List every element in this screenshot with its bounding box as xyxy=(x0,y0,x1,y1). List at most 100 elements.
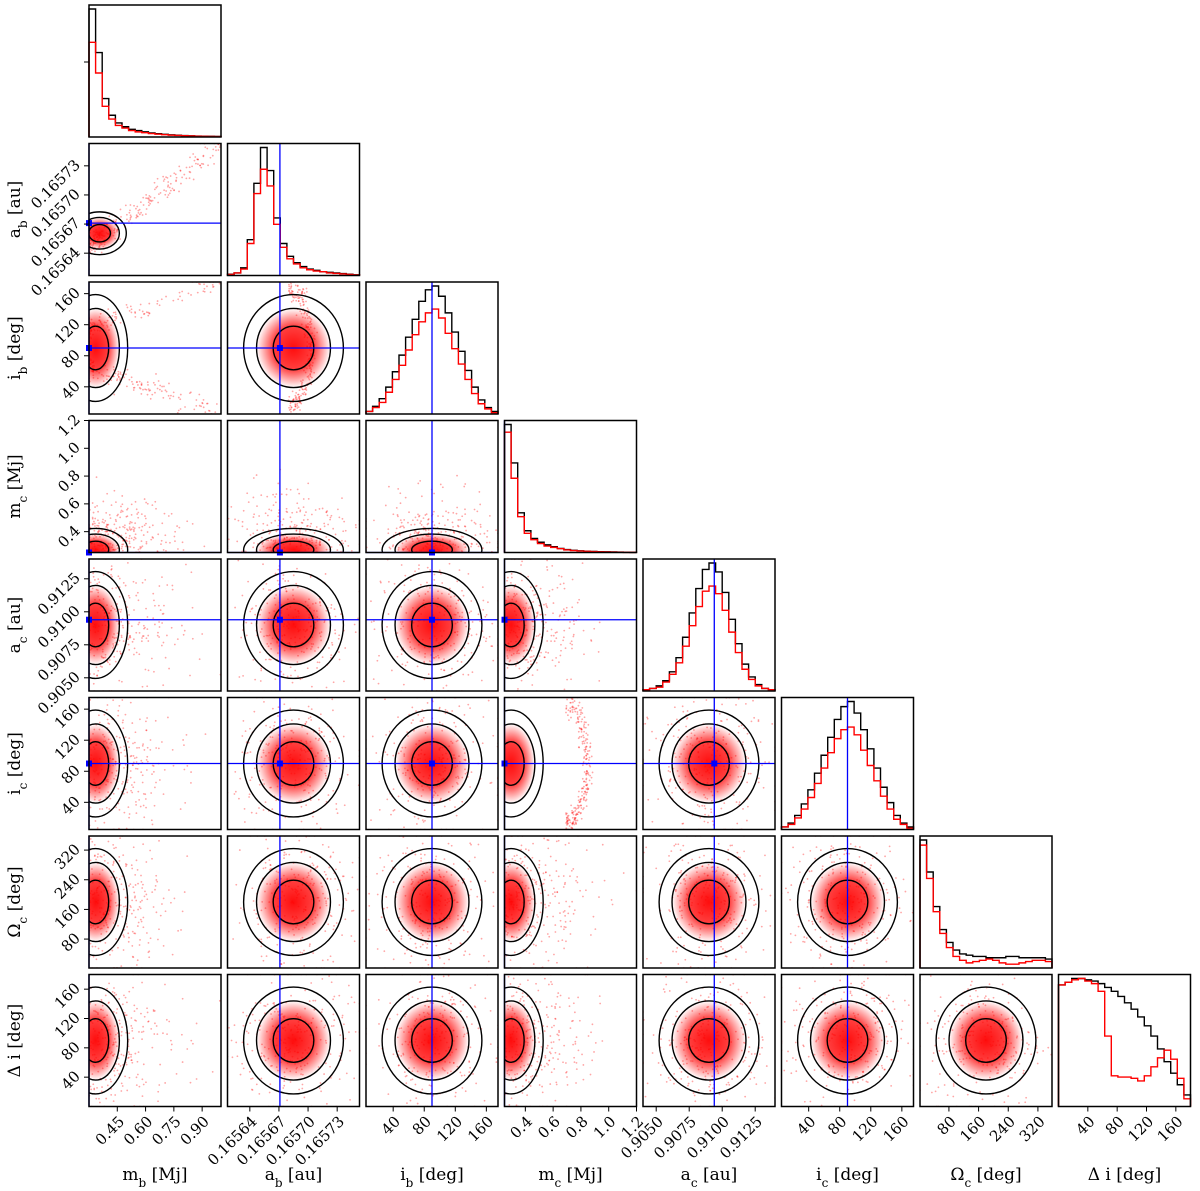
sample-point xyxy=(193,159,196,162)
sample-point xyxy=(160,543,162,546)
sample-point xyxy=(106,530,109,533)
sample-point xyxy=(147,942,150,944)
sample-point xyxy=(323,522,326,525)
sample-point xyxy=(113,393,116,396)
sample-point xyxy=(589,746,591,749)
sample-point xyxy=(168,889,170,891)
sample-point xyxy=(376,659,379,662)
sample-point xyxy=(120,215,122,218)
sample-point xyxy=(328,866,331,869)
sample-point xyxy=(201,402,204,405)
sample-point xyxy=(371,735,374,738)
sample-point xyxy=(545,605,548,607)
sample-point xyxy=(329,955,332,958)
sample-point xyxy=(189,156,191,159)
sample-point xyxy=(463,654,466,657)
sample-point xyxy=(350,549,353,552)
sample-point xyxy=(135,964,138,966)
sample-point xyxy=(452,511,455,514)
sample-point xyxy=(116,514,119,517)
sample-point xyxy=(95,666,98,669)
sample-point xyxy=(417,713,420,716)
sample-point xyxy=(297,507,300,510)
sample-point xyxy=(119,208,122,211)
sample-point xyxy=(584,772,587,775)
sample-point xyxy=(531,674,534,677)
sample-point xyxy=(544,864,547,867)
sample-point xyxy=(329,516,332,519)
sample-point xyxy=(438,569,441,572)
sample-point xyxy=(156,880,159,883)
sample-point xyxy=(167,181,170,183)
sample-point xyxy=(571,811,574,814)
sample-point xyxy=(383,866,386,868)
sample-point xyxy=(511,857,514,860)
sample-point xyxy=(548,874,551,877)
sample-point xyxy=(757,719,760,721)
sample-point xyxy=(302,301,305,303)
sample-point xyxy=(302,304,305,307)
sample-point xyxy=(99,855,102,858)
sample-point xyxy=(300,521,303,524)
sample-point xyxy=(563,909,566,912)
sample-point xyxy=(458,569,461,572)
sample-point xyxy=(424,941,427,944)
sample-point xyxy=(156,185,159,188)
sample-point xyxy=(133,204,135,207)
sample-point xyxy=(302,506,305,509)
sample-point xyxy=(744,749,747,752)
sample-point xyxy=(144,388,146,391)
sample-point xyxy=(133,932,136,935)
sample-point xyxy=(291,295,294,298)
sample-point xyxy=(738,725,740,728)
sample-point xyxy=(575,879,577,882)
sample-point xyxy=(100,855,103,858)
sample-point xyxy=(300,402,303,405)
sample-point xyxy=(284,840,287,842)
sample-point xyxy=(577,730,580,733)
sample-point xyxy=(178,526,181,529)
sample-point xyxy=(251,887,254,890)
sample-point xyxy=(289,292,291,295)
sample-point xyxy=(460,661,463,663)
sample-point xyxy=(306,525,308,527)
sample-point xyxy=(397,716,399,719)
sample-point xyxy=(535,616,538,618)
sample-point xyxy=(112,699,115,702)
sample-point xyxy=(137,511,140,514)
sample-point xyxy=(114,313,117,316)
sample-point xyxy=(128,909,131,911)
sample-point xyxy=(158,928,160,931)
sample-point xyxy=(302,393,305,396)
sample-point xyxy=(536,611,539,614)
sample-point xyxy=(563,614,566,617)
sample-point xyxy=(521,560,523,563)
sample-point xyxy=(573,816,576,819)
sample-point xyxy=(295,391,298,394)
sample-point xyxy=(289,516,292,519)
sample-point xyxy=(529,931,531,934)
sample-point xyxy=(310,719,313,721)
sample-point xyxy=(301,290,304,293)
sample-point xyxy=(444,530,447,533)
sample-point xyxy=(746,819,748,822)
sample-point xyxy=(105,511,108,514)
sample-point xyxy=(128,636,131,639)
sample-point xyxy=(141,635,144,638)
sample-point xyxy=(135,767,137,770)
sample-point xyxy=(470,600,473,602)
sample-point xyxy=(570,826,573,829)
sample-point xyxy=(396,514,399,516)
sample-point xyxy=(584,748,587,750)
sample-point xyxy=(353,623,356,626)
sample-point xyxy=(565,820,568,823)
sample-point xyxy=(565,707,568,709)
sample-point xyxy=(284,719,287,722)
sample-point xyxy=(578,804,580,807)
sample-point xyxy=(121,915,124,918)
sample-point xyxy=(157,201,160,204)
sample-point xyxy=(582,808,584,811)
sample-point xyxy=(118,808,121,811)
sample-point xyxy=(399,502,402,505)
sample-point xyxy=(128,537,131,540)
